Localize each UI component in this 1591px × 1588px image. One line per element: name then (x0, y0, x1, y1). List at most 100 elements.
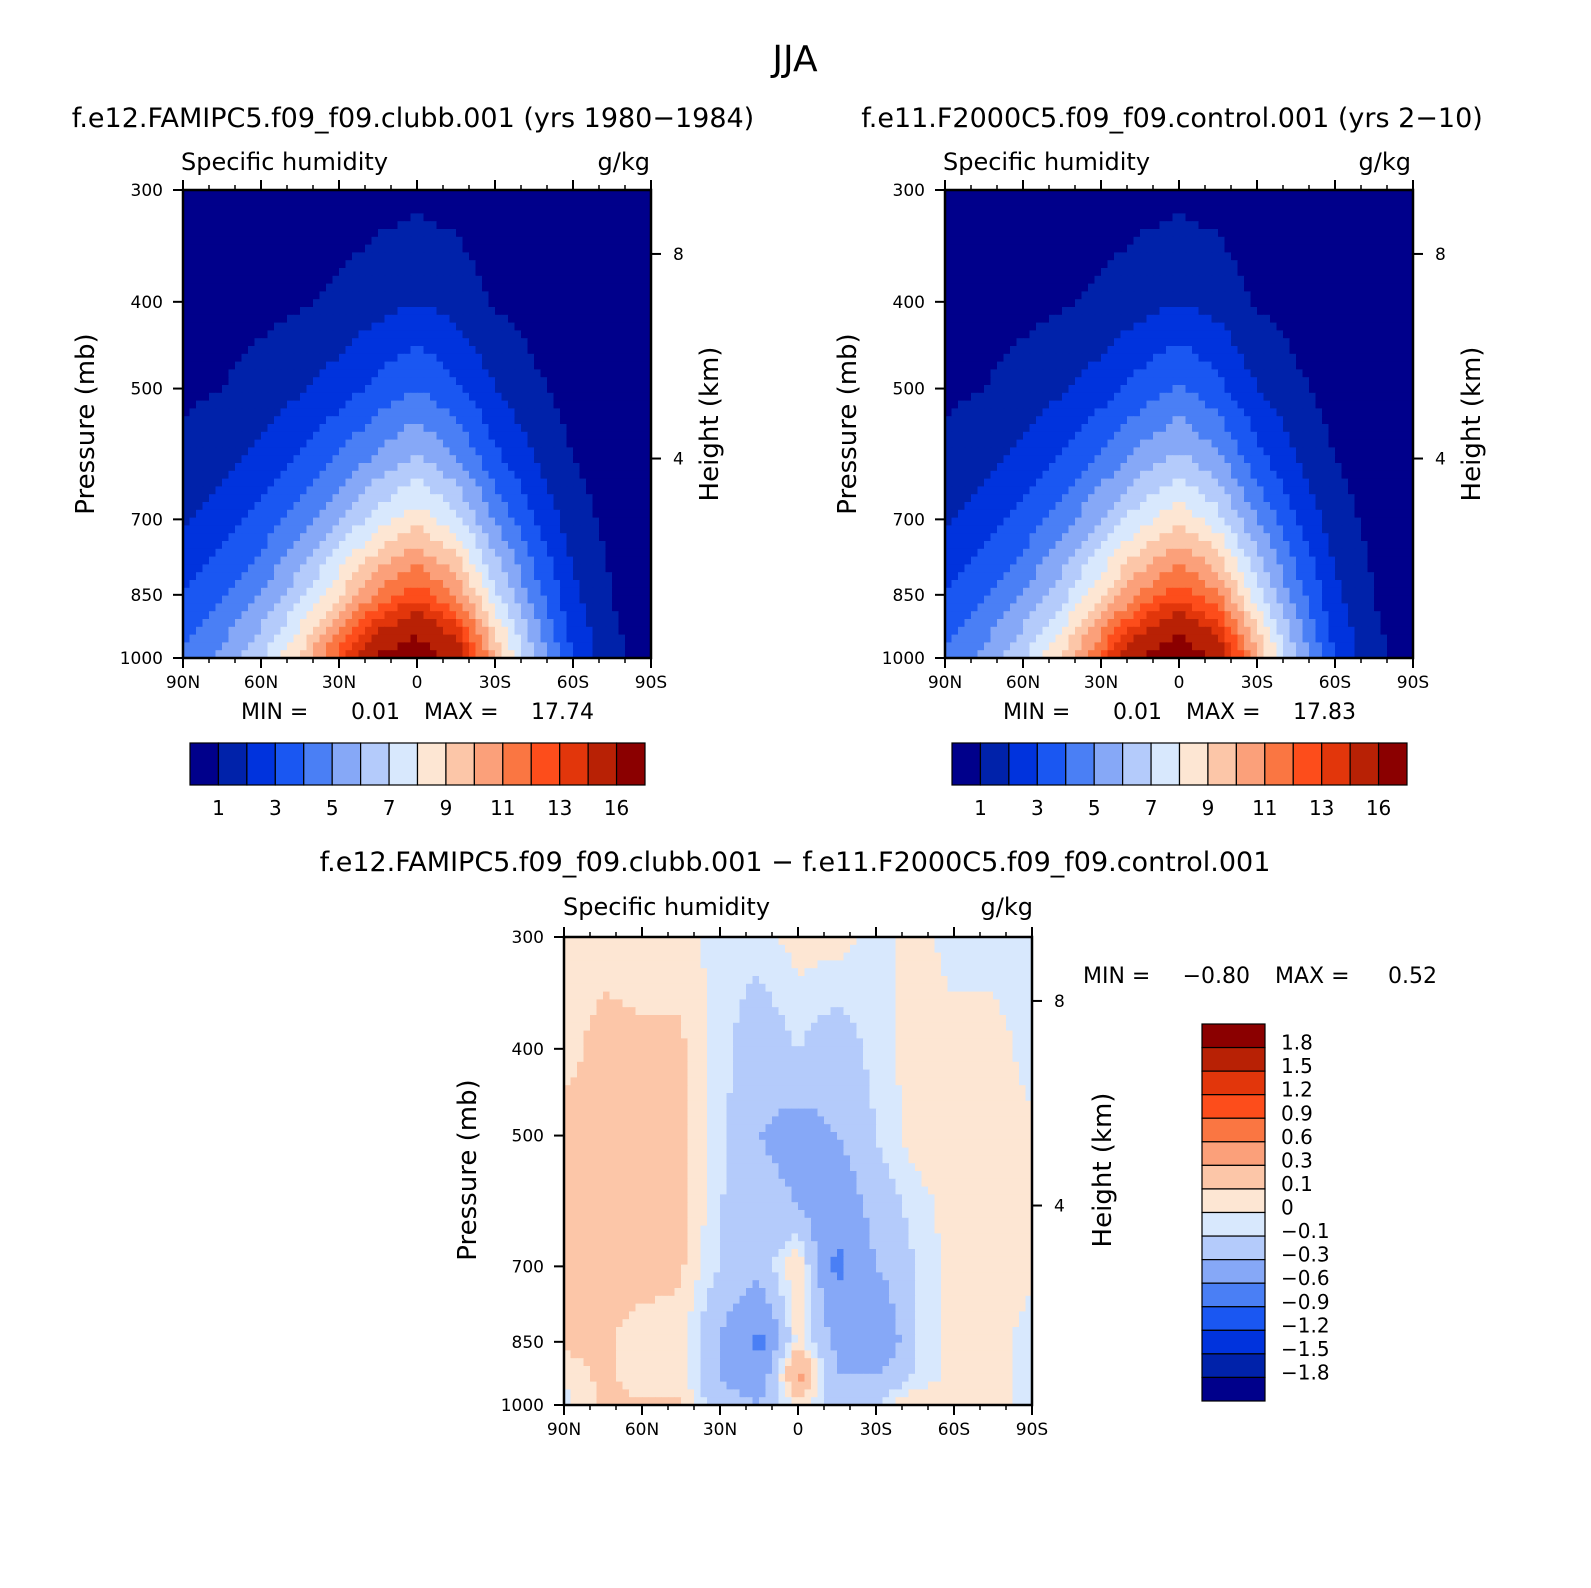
contour-cell (984, 229, 992, 238)
contour-cell (534, 478, 542, 487)
contour-cell (1172, 205, 1180, 214)
contour-cell (371, 580, 379, 589)
contour-cell (280, 330, 288, 339)
contour-cell (1107, 190, 1115, 199)
contour-cell (397, 221, 405, 230)
contour-cell (456, 548, 464, 558)
contour-cell (644, 283, 652, 292)
contour-cell (508, 205, 516, 214)
contour-cell (586, 626, 594, 636)
contour-cell (482, 533, 490, 542)
contour-cell (352, 322, 360, 331)
contour-cell (397, 213, 405, 222)
contour-cell (222, 213, 230, 222)
contour-cell (287, 408, 295, 417)
colorbar-swatch (530, 742, 561, 786)
contour-cell (365, 502, 373, 511)
contour-cell (1309, 221, 1317, 230)
contour-cell (997, 236, 1005, 246)
contour-cell (631, 478, 639, 487)
contour-cell (599, 283, 607, 292)
contour-cell (183, 626, 191, 636)
contour-cell (495, 439, 503, 448)
contour-cell (958, 229, 966, 238)
contour-cell (488, 338, 496, 347)
contour-cell (553, 197, 561, 207)
contour-cell (436, 642, 444, 651)
contour-cell (547, 353, 555, 363)
contour-cell (300, 330, 308, 339)
contour-cell (293, 291, 301, 300)
contour-cell (215, 431, 223, 441)
contour-cell (248, 478, 256, 487)
contour-cell (579, 416, 587, 425)
contour-cell (313, 205, 321, 214)
contour-cell (352, 431, 360, 441)
contour-cell (248, 431, 256, 441)
contour-cell (469, 587, 477, 597)
contour-cell (215, 478, 223, 487)
contour-cell (280, 509, 288, 519)
contour-cell (644, 556, 652, 565)
contour-cell (449, 392, 457, 402)
contour-cell (566, 619, 574, 628)
contour-cell (417, 236, 425, 246)
contour-cell (228, 291, 236, 300)
contour-cell (365, 330, 373, 339)
contour-cell (371, 416, 379, 425)
contour-cell (235, 603, 243, 612)
contour-cell (391, 494, 399, 503)
contour-cell (209, 268, 217, 277)
contour-cell (378, 548, 386, 558)
contour-cell (605, 291, 613, 300)
contour-cell (644, 197, 652, 207)
contour-cell (274, 603, 282, 612)
contour-cell (462, 556, 470, 565)
contour-cell (560, 330, 568, 339)
contour-cell (345, 392, 353, 402)
variable-label: Specific humidity (943, 148, 1150, 176)
contour-cell (1068, 229, 1076, 238)
contour-cell (261, 517, 269, 526)
contour-cell (384, 268, 392, 277)
contour-cell (586, 455, 594, 464)
contour-cell (423, 392, 431, 402)
contour-cell (410, 455, 418, 464)
contour-cell (508, 650, 516, 659)
contour-cell (215, 283, 223, 292)
contour-cell (300, 260, 308, 269)
contour-cell (313, 611, 321, 620)
contour-cell (261, 431, 269, 441)
contour-cell (599, 564, 607, 573)
contour-cell (1107, 221, 1115, 230)
contour-cell (534, 190, 542, 199)
contour-cell (1263, 221, 1271, 230)
contour-cell (404, 330, 412, 339)
contour-cell (1192, 197, 1200, 207)
contour-cell (371, 517, 379, 526)
contour-cell (235, 533, 243, 542)
contour-cell (1393, 190, 1401, 199)
contour-cell (605, 463, 613, 472)
contour-cell (1068, 221, 1076, 230)
contour-cell (612, 486, 620, 495)
contour-cell (306, 221, 314, 230)
contour-cell (378, 205, 386, 214)
contour-cell (469, 213, 477, 222)
contour-cell (592, 385, 600, 394)
contour-cell (384, 369, 392, 378)
contour-cell (1218, 197, 1226, 207)
contour-cell (423, 509, 431, 519)
contour-cell (1211, 236, 1219, 246)
contour-cell (228, 595, 236, 604)
contour-cell (1302, 213, 1310, 222)
contour-cell (306, 595, 314, 604)
contour-cell (1315, 244, 1323, 253)
contour-cell (469, 548, 477, 558)
contour-cell (495, 338, 503, 347)
contour-cell (449, 517, 457, 526)
contour-cell (644, 260, 652, 269)
contour-cell (990, 190, 998, 199)
contour-cell (345, 533, 353, 542)
contour-cell (293, 587, 301, 597)
